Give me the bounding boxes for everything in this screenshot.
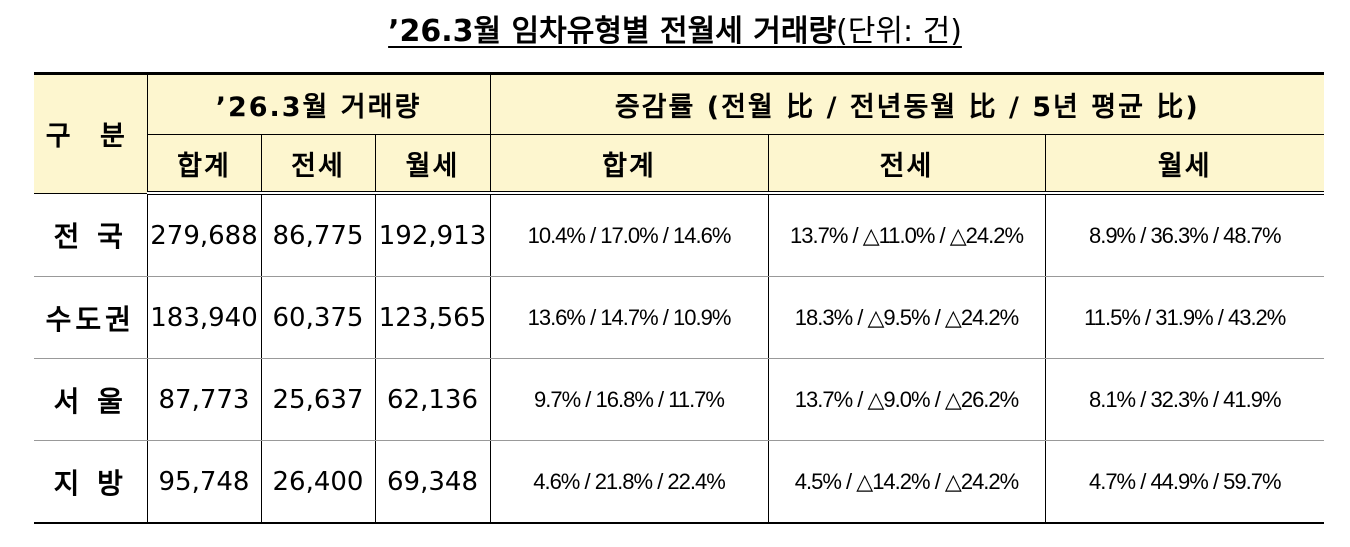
cell-wolse: 192,913 <box>374 193 491 277</box>
cell-jeonse: 26,400 <box>260 440 376 524</box>
table-row: 전 국 279,688 86,775 192,913 10.4% / 17.0%… <box>34 193 1325 277</box>
cell-rate-wolse: 11.5% / 31.9% / 43.2% <box>1044 276 1325 359</box>
cell-jeonse: 86,775 <box>260 193 376 277</box>
header-row-1: 구 분 ’26.3월 거래량 증감률 (전월 比 / 전년동월 比 / 5년 평… <box>34 72 1325 194</box>
header-category: 구 분 <box>34 72 148 194</box>
cell-wolse: 62,136 <box>374 358 491 441</box>
row-region: 전 국 <box>34 193 148 277</box>
rental-volume-table: 구 분 ’26.3월 거래량 증감률 (전월 比 / 전년동월 比 / 5년 평… <box>34 72 1325 524</box>
cell-total: 183,940 <box>146 276 262 359</box>
cell-rate-jeonse: 4.5% / △14.2% / △24.2% <box>767 440 1046 524</box>
cell-jeonse: 60,375 <box>260 276 376 359</box>
header-rate-wolse: 월세 <box>1044 134 1325 195</box>
header-rate-group: 증감률 (전월 比 / 전년동월 比 / 5년 평균 比) <box>489 72 1325 135</box>
header-rate-total: 합계 <box>489 134 769 195</box>
cell-rate-total: 9.7% / 16.8% / 11.7% <box>489 358 769 441</box>
header-rate-jeonse: 전세 <box>767 134 1046 195</box>
cell-wolse: 69,348 <box>374 440 491 524</box>
cell-rate-jeonse: 18.3% / △9.5% / △24.2% <box>767 276 1046 359</box>
header-row-2: 합계 전세 월세 합계 전세 월세 <box>34 134 1325 195</box>
cell-rate-wolse: 8.9% / 36.3% / 48.7% <box>1044 193 1325 277</box>
cell-total: 95,748 <box>146 440 262 524</box>
table-row: 수도권 183,940 60,375 123,565 13.6% / 14.7%… <box>34 276 1325 359</box>
header-volume-total: 합계 <box>147 134 262 195</box>
table-row: 지 방 95,748 26,400 69,348 4.6% / 21.8% / … <box>34 440 1325 524</box>
cell-total: 279,688 <box>146 193 262 277</box>
row-region: 서 울 <box>34 358 148 441</box>
cell-rate-total: 4.6% / 21.8% / 22.4% <box>489 440 769 524</box>
cell-wolse: 123,565 <box>374 276 491 359</box>
table-title: ’26.3월 임차유형별 전월세 거래량(단위: 건) <box>0 12 1350 52</box>
cell-rate-jeonse: 13.7% / △9.0% / △26.2% <box>767 358 1046 441</box>
header-volume-jeonse: 전세 <box>260 134 376 195</box>
header-volume-wolse: 월세 <box>374 134 491 195</box>
cell-total: 87,773 <box>146 358 262 441</box>
cell-rate-jeonse: 13.7% / △11.0% / △24.2% <box>767 193 1046 277</box>
row-region: 수도권 <box>34 276 148 359</box>
cell-rate-wolse: 4.7% / 44.9% / 59.7% <box>1044 440 1325 524</box>
table-row: 서 울 87,773 25,637 62,136 9.7% / 16.8% / … <box>34 358 1325 441</box>
title-main: ’26.3월 임차유형별 전월세 거래량 <box>388 14 837 49</box>
cell-rate-total: 10.4% / 17.0% / 14.6% <box>489 193 769 277</box>
cell-rate-total: 13.6% / 14.7% / 10.9% <box>489 276 769 359</box>
title-unit: (단위: 건) <box>836 14 962 49</box>
header-volume-group: ’26.3월 거래량 <box>146 72 491 135</box>
cell-jeonse: 25,637 <box>260 358 376 441</box>
row-region: 지 방 <box>34 440 148 524</box>
cell-rate-wolse: 8.1% / 32.3% / 41.9% <box>1044 358 1325 441</box>
